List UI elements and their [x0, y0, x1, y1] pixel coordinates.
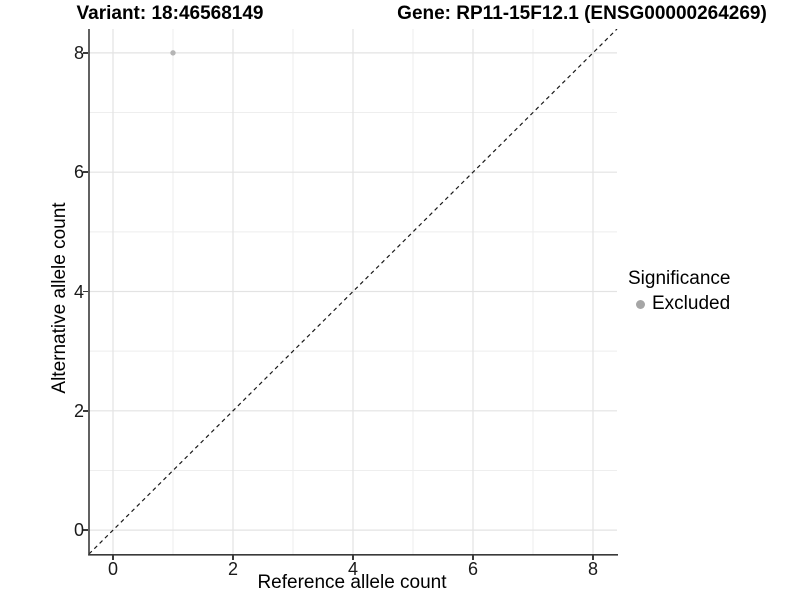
y-tick-label: 8	[73, 42, 84, 63]
plot-panel	[88, 29, 618, 556]
legend-title: Significance	[628, 268, 731, 289]
y-tick-label: 2	[73, 400, 84, 421]
legend-point-icon	[636, 299, 645, 309]
x-tick-mark	[352, 555, 354, 560]
y-tick-label: 6	[73, 162, 84, 183]
legend-item-label: Excluded	[652, 293, 731, 314]
y-tick-mark	[83, 52, 88, 54]
gene-title: Gene: RP11-15F12.1 (ENSG00000264269)	[397, 3, 767, 24]
x-tick-label: 8	[587, 559, 598, 579]
y-tick-mark	[83, 290, 88, 293]
y-tick-mark	[83, 171, 88, 173]
x-tick-label: 4	[347, 559, 358, 579]
y-tick-mark	[83, 410, 88, 412]
y-tick-label: 0	[73, 520, 84, 541]
x-tick-mark	[112, 555, 114, 560]
data-point	[170, 50, 176, 56]
x-tick-label: 6	[467, 559, 478, 579]
x-tick-mark	[232, 555, 234, 560]
x-tick-mark	[592, 555, 594, 560]
legend-item-excluded: Excluded	[628, 293, 730, 315]
x-axis-title: Reference allele count	[257, 572, 447, 593]
x-tick-mark	[472, 555, 474, 560]
y-tick-mark	[83, 529, 88, 531]
x-tick-label: 0	[107, 559, 118, 579]
x-tick-label: 2	[227, 559, 238, 579]
y-tick-label: 4	[73, 281, 84, 302]
variant-title: Variant: 18:46568149	[76, 3, 264, 24]
legend: Significance Excluded	[628, 268, 730, 315]
